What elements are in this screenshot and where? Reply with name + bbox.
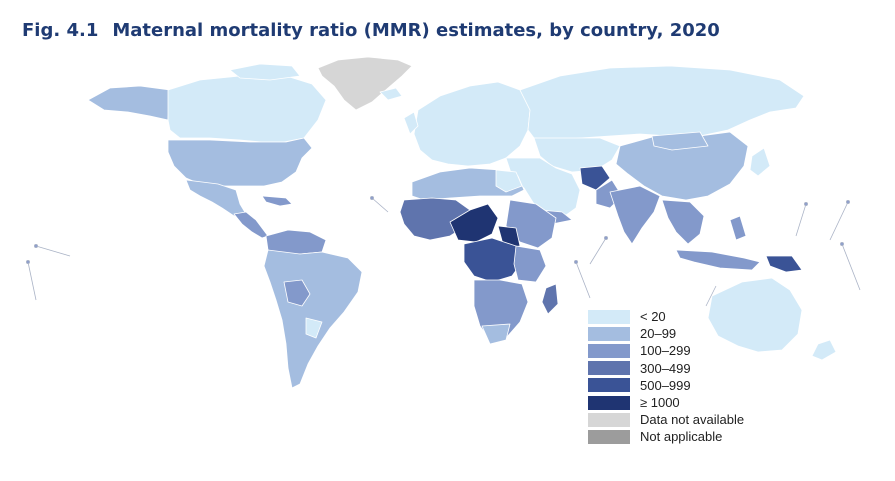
legend-item: ≥ 1000 (588, 394, 744, 411)
island-marker (34, 243, 39, 248)
legend-label: Data not available (640, 412, 745, 428)
region-russia (519, 65, 805, 141)
legend-label: 500–999 (640, 377, 691, 393)
island-marker (25, 259, 30, 264)
legend-swatch (588, 309, 630, 324)
legend-item: 20–99 (588, 325, 744, 342)
island-marker (846, 199, 851, 204)
legend-swatch (588, 412, 630, 427)
callout-line (35, 245, 71, 257)
legend-item: 100–299 (588, 342, 744, 359)
region-greenland (317, 56, 413, 111)
region-new-zealand (811, 339, 837, 361)
figure-number: Fig. 4.1 (22, 20, 99, 41)
region-central-asia (533, 137, 621, 173)
region-alaska (87, 85, 171, 121)
region-arctic-islands (229, 63, 301, 81)
region-japan (749, 147, 771, 177)
island-marker (804, 201, 809, 206)
region-central-america (233, 211, 269, 239)
legend-label: 300–499 (640, 360, 691, 376)
legend-item: 500–999 (588, 377, 744, 394)
region-india (609, 185, 661, 245)
region-caribbean (261, 195, 293, 207)
figure-title: Fig. 4.1 Maternal mortality ratio (MMR) e… (22, 20, 720, 41)
region-afghanistan (579, 165, 611, 191)
region-southern-africa (473, 279, 529, 341)
legend-item: Not applicable (588, 428, 744, 445)
region-europe (413, 81, 531, 167)
legend-item: Data not available (588, 411, 744, 428)
map-legend: < 20 20–99 100–299 300–499 500–999 ≥ 100… (588, 308, 744, 446)
legend-label: < 20 (640, 309, 666, 325)
region-egypt (495, 169, 523, 193)
island-marker (604, 235, 609, 240)
callout-line (829, 201, 849, 241)
callout-line (705, 285, 717, 307)
region-southeast-asia (661, 199, 705, 245)
legend-label: Not applicable (640, 429, 723, 445)
region-australia (707, 277, 803, 353)
island-marker (574, 259, 579, 264)
island-marker (369, 195, 374, 200)
legend-swatch (588, 378, 630, 393)
region-east-africa (513, 245, 547, 283)
legend-swatch (588, 361, 630, 376)
region-uk (403, 111, 419, 135)
callout-line (575, 261, 591, 299)
region-central-sahel (449, 203, 499, 243)
legend-label: ≥ 1000 (640, 395, 680, 411)
island-marker (840, 241, 845, 246)
legend-swatch (588, 429, 630, 444)
legend-swatch (588, 395, 630, 410)
callout-line (795, 203, 807, 237)
region-indonesia (675, 249, 761, 271)
region-bolivia (283, 279, 311, 307)
region-madagascar (541, 283, 559, 315)
region-iceland (379, 87, 403, 101)
region-canada (167, 73, 327, 143)
legend-swatch (588, 326, 630, 341)
legend-item: < 20 (588, 308, 744, 325)
region-china (615, 131, 749, 201)
region-philippines (729, 215, 747, 241)
region-usa (167, 137, 313, 187)
region-png (765, 255, 803, 273)
region-south-america (263, 249, 363, 389)
figure-title-text: Maternal mortality ratio (MMR) estimates… (112, 20, 720, 41)
callout-line (371, 197, 389, 213)
region-mexico (185, 179, 247, 217)
legend-label: 20–99 (640, 326, 677, 342)
region-south-africa (481, 323, 511, 345)
region-west-africa (399, 197, 471, 241)
region-mongolia (651, 131, 709, 151)
world-map (25, 56, 861, 389)
region-central-africa (463, 237, 523, 283)
callout-line (27, 261, 37, 301)
legend-label: 100–299 (640, 343, 691, 359)
legend-item: 300–499 (588, 360, 744, 377)
callout-line (841, 243, 861, 291)
region-southern-cone (305, 317, 323, 339)
callout-line (589, 237, 607, 265)
legend-swatch (588, 343, 630, 358)
